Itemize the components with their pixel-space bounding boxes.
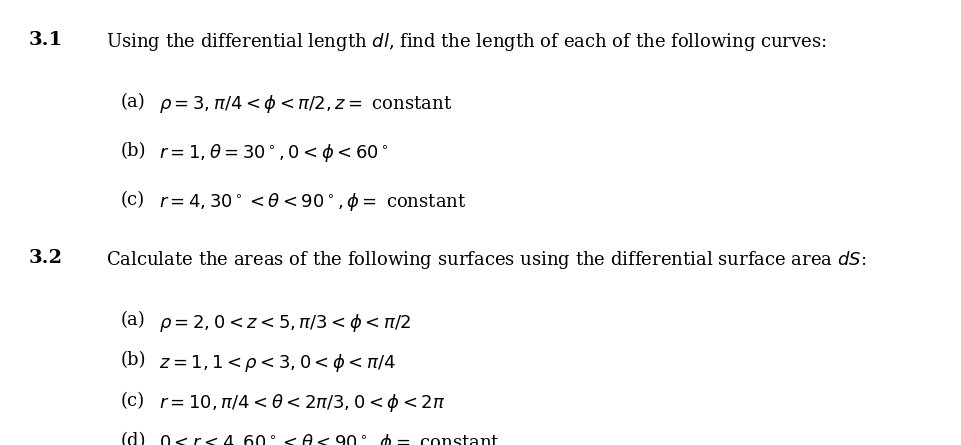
Text: $r = 10, \pi/4 < \theta < 2\pi/3, 0 < \phi < 2\pi$: $r = 10, \pi/4 < \theta < 2\pi/3, 0 < \p… — [159, 392, 445, 413]
Text: (a): (a) — [120, 93, 145, 111]
Text: $\rho = 2, 0 < z < 5, \pi/3 < \phi < \pi/2$: $\rho = 2, 0 < z < 5, \pi/3 < \phi < \pi… — [159, 312, 410, 333]
Text: (a): (a) — [120, 312, 145, 329]
Text: $z = 1, 1 < \rho < 3, 0 < \phi < \pi/4$: $z = 1, 1 < \rho < 3, 0 < \phi < \pi/4$ — [159, 352, 395, 373]
Text: 3.2: 3.2 — [29, 249, 62, 267]
Text: (c): (c) — [120, 191, 144, 209]
Text: $r = 1, \theta = 30^\circ, 0 < \phi < 60^\circ$: $r = 1, \theta = 30^\circ, 0 < \phi < 60… — [159, 142, 388, 164]
Text: 3.1: 3.1 — [29, 31, 63, 49]
Text: (d): (d) — [120, 432, 146, 445]
Text: $0 < r < 4, 60^\circ < \theta < 90^\circ, \phi =$ constant: $0 < r < 4, 60^\circ < \theta < 90^\circ… — [159, 432, 500, 445]
Text: $r = 4, 30^\circ < \theta < 90^\circ, \phi =$ constant: $r = 4, 30^\circ < \theta < 90^\circ, \p… — [159, 191, 466, 213]
Text: $\rho = 3, \pi/4 < \phi < \pi/2, z =$ constant: $\rho = 3, \pi/4 < \phi < \pi/2, z =$ co… — [159, 93, 452, 115]
Text: (c): (c) — [120, 392, 144, 409]
Text: (b): (b) — [120, 352, 146, 369]
Text: Using the differential length $dl$, find the length of each of the following cur: Using the differential length $dl$, find… — [106, 31, 825, 53]
Text: (b): (b) — [120, 142, 146, 160]
Text: Calculate the areas of the following surfaces using the differential surface are: Calculate the areas of the following sur… — [106, 249, 865, 271]
